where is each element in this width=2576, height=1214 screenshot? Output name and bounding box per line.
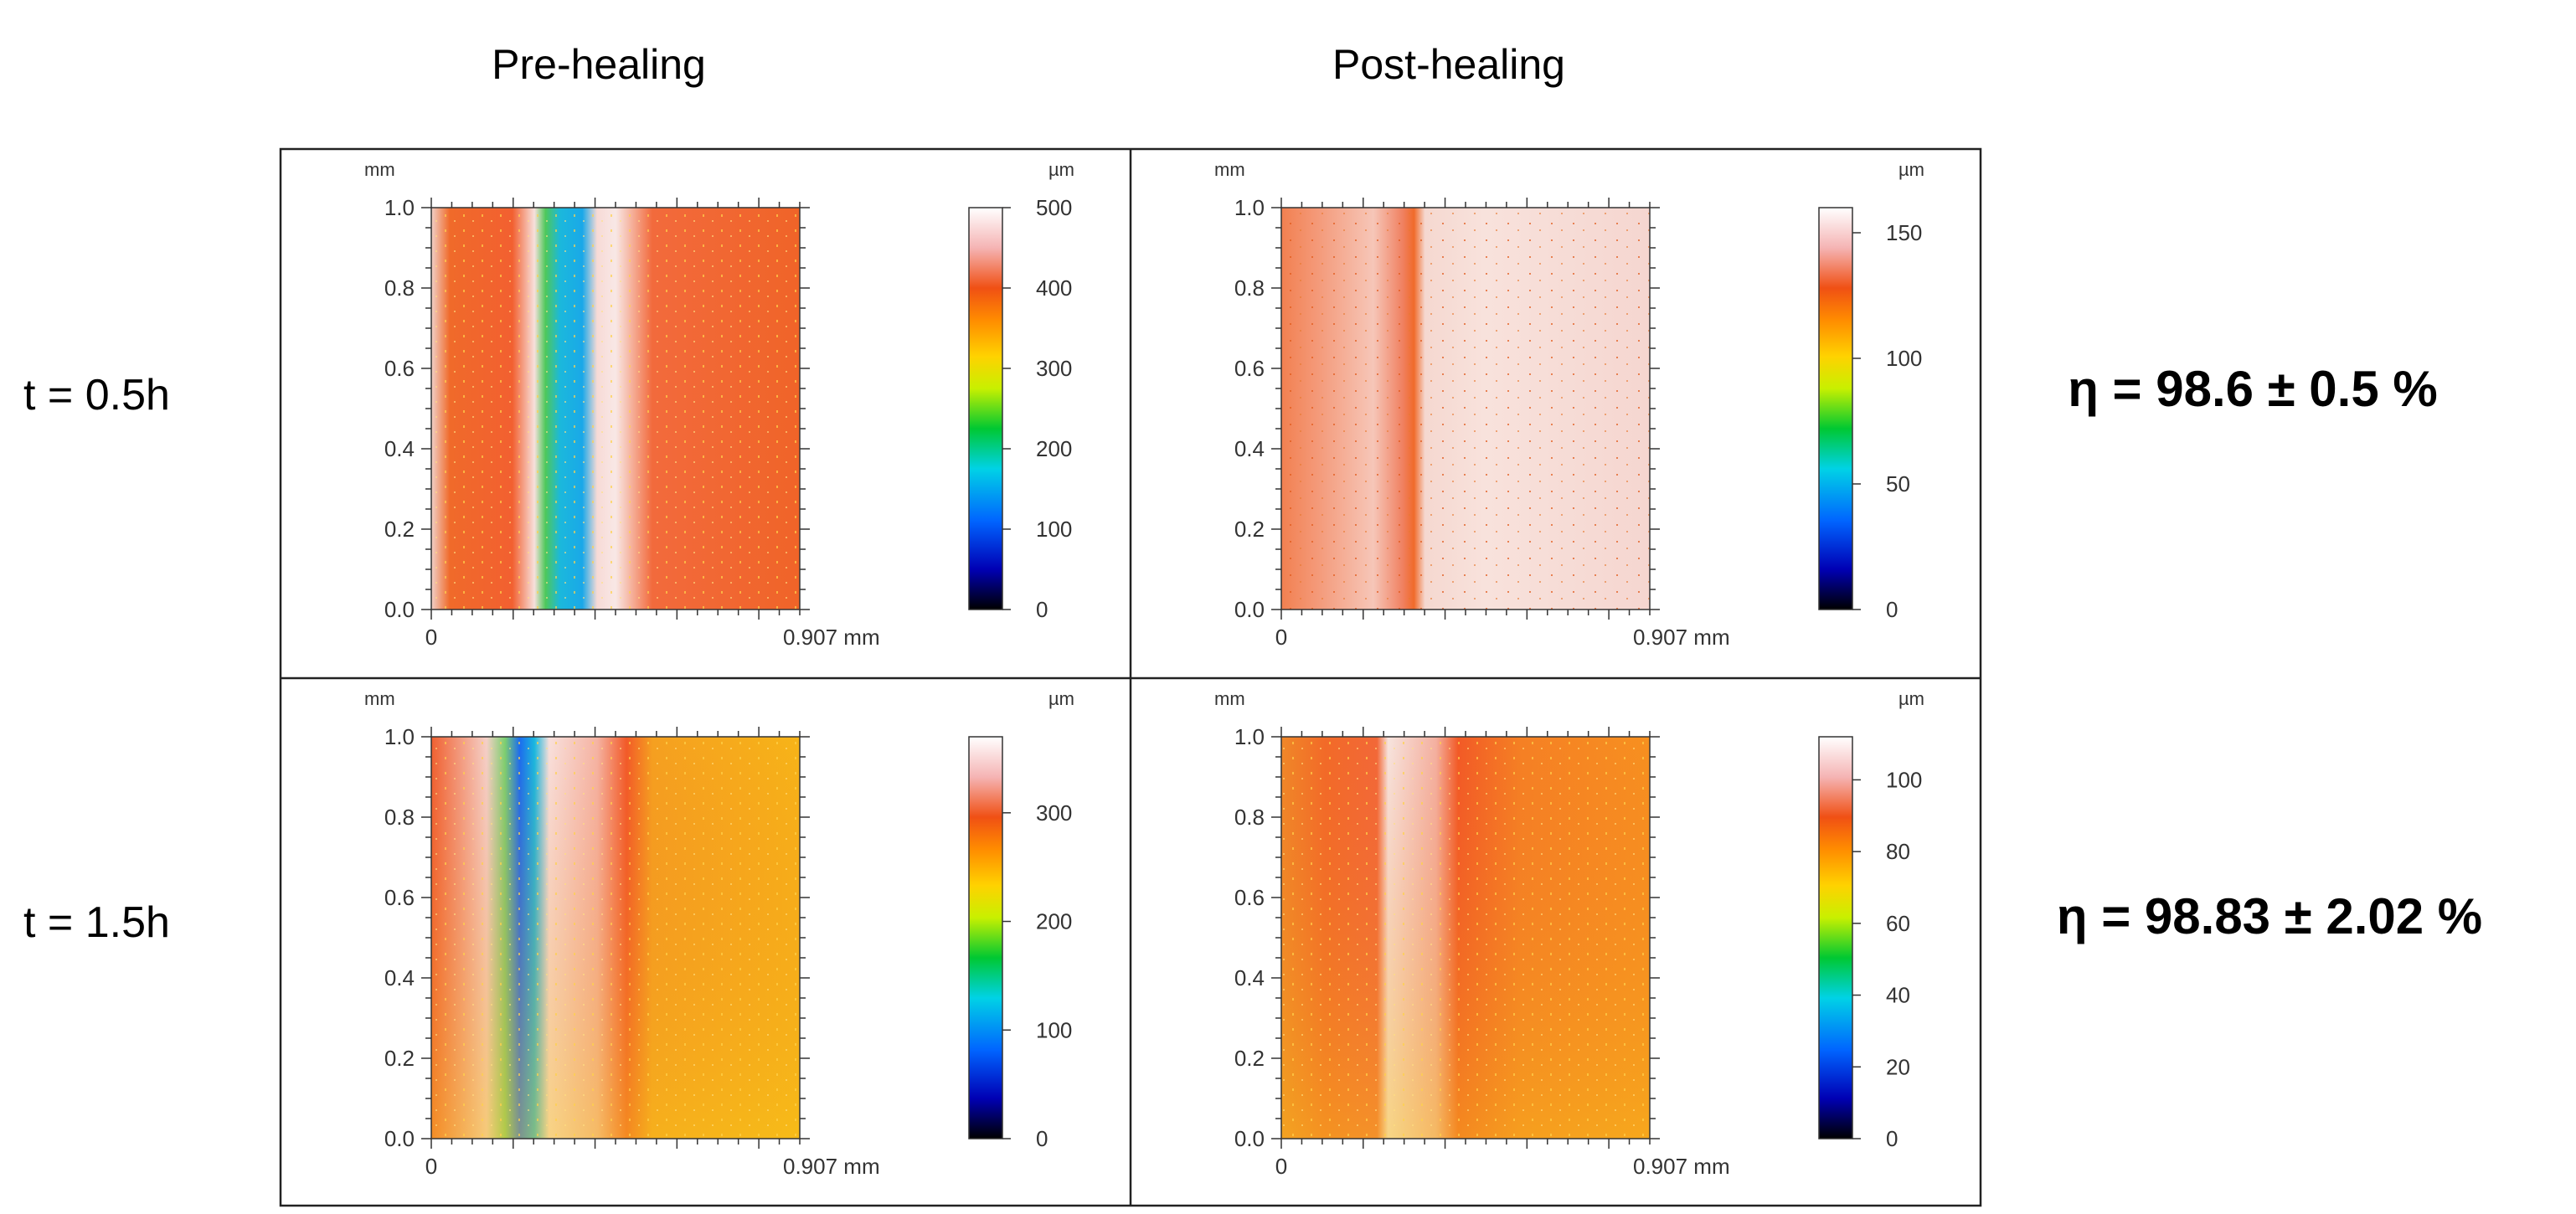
x-tick-label: 0 — [425, 1154, 437, 1179]
y-tick-label: 1.0 — [1234, 724, 1265, 749]
colorbar-tick-label: 80 — [1886, 839, 1910, 864]
heatmap-texture — [1281, 737, 1650, 1139]
y-tick-label: 0.6 — [1234, 356, 1265, 381]
row-label-1-5h: t = 1.5h — [23, 898, 170, 947]
colorbar — [1818, 207, 1853, 610]
y-tick-label: 1.0 — [384, 724, 415, 749]
heatmap-texture — [1281, 208, 1650, 610]
colorbar-tick-label: 100 — [1886, 346, 1922, 371]
heatmap-panel-post-0-5h: 0.0 0.2 0.4 0.6 0.8 1.0 mm 0 0.907 mm µm 0 50 100 150 — [1214, 159, 1924, 650]
y-tick-label: 0.6 — [384, 885, 415, 910]
colorbar-tick-label: 100 — [1036, 517, 1072, 542]
y-tick-label: 0.0 — [384, 1126, 415, 1151]
y-tick-label: 0.8 — [384, 275, 415, 301]
x-tick-label: 0 — [1275, 625, 1287, 650]
colorbar-tick-label: 60 — [1886, 911, 1910, 936]
colorbar-tick-label: 0 — [1886, 597, 1898, 622]
heatmap-texture — [431, 737, 800, 1139]
heatmap-panel-pre-1-5h: 0.0 0.2 0.4 0.6 0.8 1.0 mm 0 0.907 mm µm 0 100 200 30… — [364, 688, 1074, 1179]
colorbar-tick-label: 400 — [1036, 275, 1072, 301]
y-tick-label: 0.8 — [1234, 275, 1265, 301]
colorbar-tick-label: 300 — [1036, 356, 1072, 381]
y-tick-label: 0.2 — [1234, 517, 1265, 542]
heatmap-panel-post-1-5h: 0.0 0.2 0.4 0.6 0.8 1.0 mm 0 0.907 mm µm 0 20 40 60 80… — [1214, 688, 1924, 1179]
heatmap-panel-pre-0-5h: 0.0 0.2 0.4 0.6 0.8 1.0 mm 0 0.907 mm µm 0 100 200 30… — [364, 159, 1074, 650]
column-title-post: Post-healing — [1332, 41, 1565, 88]
colorbar-tick-label: 0 — [1036, 597, 1048, 622]
colorbar — [968, 736, 1003, 1139]
y-tick-label: 0.4 — [1234, 965, 1265, 990]
colorbar-tick-label: 50 — [1886, 471, 1910, 496]
colorbar-tick-label: 300 — [1036, 800, 1072, 826]
column-title-pre: Pre-healing — [492, 41, 706, 88]
y-tick-label: 0.0 — [384, 597, 415, 622]
colorbar-tick-label: 0 — [1886, 1126, 1898, 1151]
y-tick-label: 0.4 — [384, 436, 415, 461]
y-tick-label: 0.4 — [384, 965, 415, 990]
colorbar-tick-label: 200 — [1036, 909, 1072, 934]
colorbar-tick-label: 100 — [1036, 1017, 1072, 1042]
x-tick-label: 0.907 mm — [783, 625, 880, 650]
y-axis-unit: mm — [364, 688, 395, 709]
colorbar — [968, 207, 1003, 610]
colorbar-tick-label: 150 — [1886, 220, 1922, 245]
y-tick-label: 0.2 — [1234, 1046, 1265, 1071]
y-tick-label: 0.0 — [1234, 597, 1265, 622]
y-tick-label: 1.0 — [1234, 195, 1265, 220]
y-tick-label: 0.8 — [1234, 805, 1265, 830]
heatmap-texture — [431, 208, 800, 610]
y-tick-label: 1.0 — [384, 195, 415, 220]
colorbar-tick-label: 500 — [1036, 195, 1072, 220]
y-tick-label: 0.0 — [1234, 1126, 1265, 1151]
y-axis-unit: mm — [1214, 688, 1245, 709]
efficiency-1-5h: η = 98.83 ± 2.02 % — [2056, 888, 2483, 944]
colorbar-tick-label: 200 — [1036, 436, 1072, 461]
colorbar-tick-label: 100 — [1886, 767, 1922, 792]
y-tick-label: 0.6 — [1234, 885, 1265, 910]
colorbar-unit: µm — [1899, 688, 1924, 709]
x-tick-label: 0.907 mm — [1633, 625, 1730, 650]
y-axis-unit: mm — [364, 159, 395, 180]
row-label-0-5h: t = 0.5h — [23, 371, 170, 419]
x-tick-label: 0.907 mm — [1633, 1154, 1730, 1179]
x-tick-label: 0 — [425, 625, 437, 650]
y-tick-label: 0.2 — [384, 517, 415, 542]
colorbar-tick-label: 20 — [1886, 1054, 1910, 1079]
y-tick-label: 0.4 — [1234, 436, 1265, 461]
y-tick-label: 0.6 — [384, 356, 415, 381]
y-axis-unit: mm — [1214, 159, 1245, 180]
x-tick-label: 0 — [1275, 1154, 1287, 1179]
efficiency-0-5h: η = 98.6 ± 0.5 % — [2068, 361, 2438, 417]
colorbar — [1818, 736, 1853, 1139]
x-tick-label: 0.907 mm — [783, 1154, 880, 1179]
colorbar-unit: µm — [1048, 159, 1074, 180]
y-tick-label: 0.2 — [384, 1046, 415, 1071]
colorbar-unit: µm — [1899, 159, 1924, 180]
colorbar-tick-label: 40 — [1886, 983, 1910, 1008]
colorbar-unit: µm — [1048, 688, 1074, 709]
colorbar-tick-label: 0 — [1036, 1126, 1048, 1151]
y-tick-label: 0.8 — [384, 805, 415, 830]
